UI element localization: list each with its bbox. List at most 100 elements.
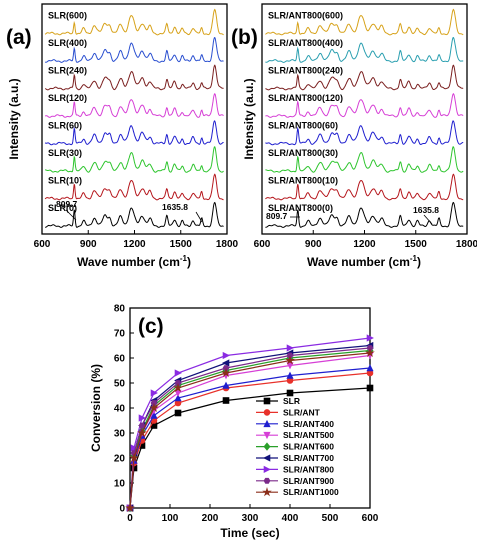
panel-b-x-tick-label: 900 [305,239,322,250]
panel-c-legend-entry: SLR/ANT900 [283,476,334,486]
panel-c-data-point [366,334,374,342]
panel-a-spectrum-curve [44,37,224,63]
panel-c-data-point [365,347,375,357]
panel-c-y-tick-label: 80 [114,304,126,315]
panel-c-data-point [286,371,294,379]
panel-c-data-point [285,355,295,365]
panel-a-x-tick-label: 900 [80,239,97,250]
panel-c-data-point [149,402,159,412]
panel-c-legend-marker [263,397,271,405]
panel-b-spectrum-label: SLR/ANT800(600) [268,10,343,20]
panel-c-data-point [366,364,374,372]
panel-c-data-point [125,502,135,512]
panel-c-y-tick-label: 60 [114,354,126,365]
panel-c-legend-marker [263,409,271,416]
panel-b-spectrum-label: SLR/ANT800(0) [268,203,333,213]
panel-c-series-line [129,347,371,509]
panel-a-spectrum-curve [45,146,224,173]
panel-c-data-point [150,389,158,397]
panel-c-legend-entry: SLR/ANT800 [283,464,334,474]
panel-c-legend-marker [263,454,271,462]
panel-c-legend-entry: SLR/ANT [283,407,321,417]
panel-c-data-point [286,362,294,370]
panel-a-spectrum-curve [44,120,224,146]
panel-a-letter: (a) [6,26,32,49]
panel-c-y-tick-label: 10 [114,479,126,490]
panel-c-legend-entry: SLR [283,396,300,406]
panel-a-x-tick-label: 600 [34,239,51,250]
panel-c-data-point [222,351,230,360]
panel-c-x-tick-label: 600 [362,513,379,524]
panel-c-y-tick-label: 20 [114,454,126,465]
panel-c-data-point [173,382,183,392]
panel-c-series-line [129,352,371,509]
panel-a-spectrum-label: SLR(400) [48,38,87,48]
panel-b-spectrum-curve [265,93,464,118]
panel-c-data-point [138,414,146,422]
panel-a-spectrum-label: SLR(30) [48,148,82,158]
panel-a-spectrum-curve [44,173,224,201]
panel-a-x-tick-label: 1200 [123,239,146,250]
panel-c-data-point [137,427,147,437]
panel-c-legend-entry: SLR/ANT1000 [283,487,339,497]
panel-c-legend-entry: SLR/ANT500 [283,430,334,440]
panel-c-x-tick-label: 500 [322,513,339,524]
panel-c-data-point [221,367,231,377]
panel-c-xlabel: Time (sec) [220,526,279,540]
panel-c-data-point [286,344,294,352]
panel-b-xlabel: Wave number (cm-1) [307,254,421,269]
panel-b-spectrum-curve [265,37,464,63]
panel-b-x-tick-label: 1200 [353,239,376,250]
panel-a-spectrum-curve [44,64,224,91]
panel-c-data-point [222,397,230,404]
panel-c-ylabel: Conversion (%) [89,364,103,452]
panel-c-y-tick-label: 40 [114,404,126,415]
panel-a-spectrum-curve [44,92,224,118]
panel-a-spectrum-label: SLR(240) [48,65,87,75]
panel-b-spectrum-curve [265,8,464,36]
panel-c-data-point [366,384,374,392]
panel-b-spectrum-label: SLR/ANT800(60) [268,120,338,130]
panel-c-data-point [174,369,182,377]
panel-a-spectrum-curve [44,8,224,36]
panel-c-legend-marker [262,487,272,497]
panel-b-letter: (b) [231,26,258,49]
panel-c-data-point [150,411,158,419]
panel-b-spectrum-label: SLR/ANT800(120) [268,93,343,103]
panel-a-spectra: (a) SLR(0) SLR(10) SLR(30) SLR(60) SLR(120) S… [6,3,239,269]
panel-a-annotation-809: 809.7 [56,199,78,209]
panel-b-spectrum-label: SLR/ANT800(240) [268,65,343,75]
panel-a-spectrum-label: SLR(10) [48,175,82,185]
panel-c-legend-marker [263,419,271,428]
panel-b-x-tick-label: 600 [254,239,271,250]
panel-c-series-line [129,337,371,509]
panel-c-x-tick-label: 100 [162,513,179,524]
panel-c-y-tick-label: 70 [114,329,126,340]
panel-a-spectrum-label: SLR(60) [48,120,82,130]
panel-a-spectrum-label: SLR(0) [48,203,77,213]
panel-c-legend-marker [263,442,271,451]
panel-c-data-point [222,359,230,367]
panel-c-x-tick-label: 200 [202,513,219,524]
panel-b-spectrum-label: SLR/ANT800(10) [268,175,338,185]
panel-b-spectrum-curve [265,173,464,201]
panel-a-ylabel: Intensity (a.u.) [7,78,21,159]
panel-a-spectrum-curve [44,201,224,228]
panel-c-legend-marker [263,465,271,474]
panel-c-data-point [130,444,138,452]
panel-b-x-tick-label: 1800 [456,239,477,250]
panel-b-x-tick-label: 1500 [405,239,428,250]
panel-c-letter: (c) [138,315,164,338]
panel-a-spectrum-label: SLR(600) [48,10,87,20]
panel-b-spectrum-curve [265,146,464,173]
panel-a-spectrum-label: SLR(120) [48,93,87,103]
panel-c-y-tick-label: 50 [114,379,126,390]
panel-c-legend-entry: SLR/ANT600 [283,442,334,452]
panel-b-annotation-809: 809.7 [266,211,288,221]
panel-b-arrow-1635 [423,214,433,225]
panel-c-x-tick-label: 0 [127,513,133,524]
panel-a-arrow-1635 [195,211,203,223]
panel-b-annotation-1635: 1635.8 [413,205,439,215]
panel-c-legend-marker [263,477,271,484]
panel-a-x-tick-label: 1500 [170,239,193,250]
